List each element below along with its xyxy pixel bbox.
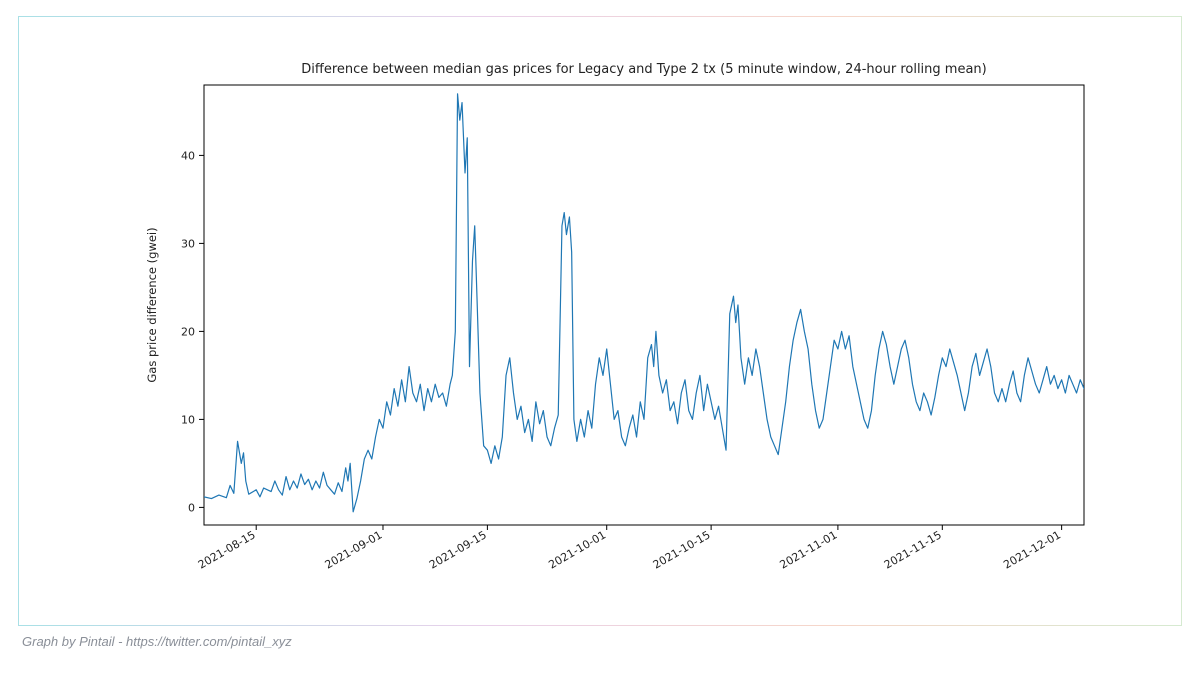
data-series	[204, 94, 1084, 512]
chart-title: Difference between median gas prices for…	[301, 62, 986, 77]
y-axis-label: Gas price difference (gwei)	[145, 227, 159, 382]
plot-spine	[204, 85, 1084, 525]
x-tick-label: 2021-11-01	[778, 528, 840, 571]
x-tick-label: 2021-12-01	[1001, 528, 1063, 571]
x-tick-label: 2021-11-15	[882, 528, 944, 571]
x-ticks: 2021-08-15 2021-09-01 2021-09-15 2021-10-01…	[196, 525, 1063, 572]
x-tick-label: 2021-08-15	[196, 528, 258, 571]
y-ticks: 0 10 20 30 40	[181, 149, 204, 514]
x-tick-label: 2021-09-01	[323, 528, 385, 571]
y-tick-label: 0	[188, 501, 195, 514]
x-tick-label: 2021-09-15	[427, 528, 489, 571]
x-tick-label: 2021-10-15	[651, 528, 713, 571]
x-tick-label: 2021-10-01	[546, 528, 608, 571]
chart-card: Difference between median gas prices for…	[18, 16, 1182, 626]
y-tick-label: 40	[181, 149, 195, 162]
y-tick-label: 10	[181, 413, 195, 426]
y-tick-label: 20	[181, 325, 195, 338]
y-tick-label: 30	[181, 237, 195, 250]
line-chart: Difference between median gas prices for…	[19, 17, 1183, 627]
chart-caption: Graph by Pintail - https://twitter.com/p…	[22, 634, 292, 649]
